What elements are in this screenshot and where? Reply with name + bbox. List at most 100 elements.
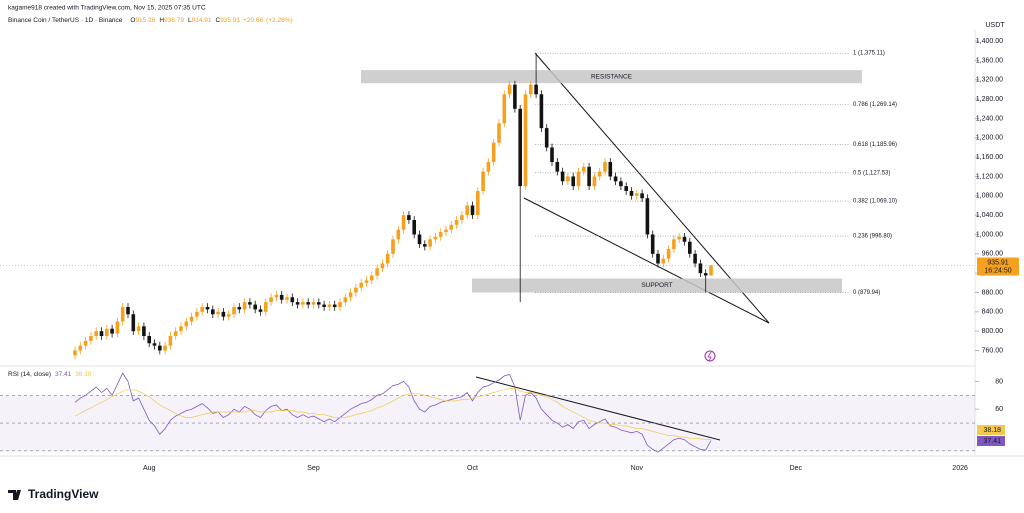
candle-body (120, 306, 125, 322)
zone-label: RESISTANCE (591, 73, 633, 80)
candle-body (550, 147, 554, 162)
y-tick-label: 1,240.00 (976, 115, 1003, 122)
candle-body (94, 331, 98, 336)
fib-label: 0.236 (996.80) (853, 234, 892, 240)
legend: Binance Coin / TetherUS · 1D · Binance O9… (8, 17, 293, 24)
ohlc-value: 936.79 (164, 17, 184, 24)
candle-body (306, 302, 310, 305)
zone (361, 70, 862, 84)
rsi-legend: RSI (14, close) 37.41 38.18 (8, 371, 92, 378)
candle-body (232, 306, 236, 315)
rsi-tag (977, 425, 1005, 435)
fib-label: 0.786 (1,269.14) (853, 102, 897, 108)
candle-body (529, 84, 533, 95)
candle-body (534, 84, 538, 95)
candle-body (274, 294, 279, 298)
candle-body (476, 190, 480, 216)
candle-body (147, 335, 151, 344)
candle-body (523, 94, 528, 187)
candle-body (110, 328, 114, 334)
candle-body (163, 345, 167, 351)
candle-body (645, 198, 650, 235)
candle-body (136, 326, 141, 332)
x-tick-label: Sep (307, 465, 320, 472)
y-tick-label: 1,400.00 (976, 38, 1003, 45)
candle-body (343, 297, 348, 303)
rsi-y-tick-label: 60 (995, 406, 1003, 413)
candle-body (592, 176, 597, 187)
candle-body (640, 193, 644, 199)
y-tick-label: 880.00 (982, 289, 1004, 296)
candle-body (99, 331, 104, 336)
candle-body (624, 186, 628, 191)
rsi-title: RSI (14, close) (8, 371, 51, 378)
candle-body (78, 345, 83, 351)
candle-body (497, 123, 501, 143)
y-tick-label: 1,320.00 (976, 77, 1003, 84)
candle-body (677, 236, 681, 240)
rsi-legend-value: 37.41 (55, 371, 72, 378)
logo: TradingView (8, 487, 99, 501)
y-tick-label: 1,200.00 (976, 135, 1003, 142)
rsi-tag-value: 37.41 (983, 438, 1001, 445)
y-tick-label: 760.00 (982, 347, 1004, 354)
candle-body (195, 311, 199, 317)
y-tick-label: 1,360.00 (976, 57, 1003, 64)
candle-body (608, 161, 613, 177)
candle-body (332, 304, 337, 307)
legend-title: Binance Coin / TetherUS · 1D · Binance (8, 17, 123, 24)
y-tick-label: 800.00 (982, 328, 1004, 335)
candle-body (407, 215, 411, 220)
rsi-tag (977, 436, 1005, 446)
candle-body (253, 304, 257, 310)
candle-body (507, 84, 512, 95)
y-tick-label: 1,280.00 (976, 96, 1003, 103)
candle-body (555, 161, 560, 172)
rsi-y-tick-label: 80 (995, 378, 1003, 385)
candle-body (460, 215, 464, 220)
candle-body (285, 297, 289, 300)
fib-label: 0.618 (1,185.96) (853, 142, 897, 148)
candle-body (168, 335, 173, 346)
rsi-line (74, 372, 712, 453)
fib-label: 0.5 (1,127.53) (853, 170, 890, 176)
candle-body (629, 190, 634, 196)
candle-body (438, 232, 443, 237)
candle-body (391, 239, 395, 254)
candle-body (189, 316, 194, 322)
candle-body (290, 297, 295, 303)
candle-body (566, 176, 570, 182)
candle-body (83, 340, 88, 346)
candle-body (295, 302, 300, 305)
candle-body (173, 331, 178, 336)
candle-body (571, 176, 575, 187)
candle-body (301, 302, 305, 305)
candle-body (237, 306, 242, 310)
candle-body (703, 273, 708, 276)
candle-body (226, 314, 231, 317)
candle-body (613, 176, 618, 182)
x-tick-label: Aug (143, 465, 156, 472)
change: +20.66 (243, 17, 263, 24)
candle-body (502, 94, 507, 124)
candle-body (619, 181, 623, 187)
ohlc-value: 915.26 (135, 17, 155, 24)
candle-body (698, 263, 703, 274)
candle-body (560, 171, 565, 182)
candle-body (544, 128, 549, 148)
candle-body (73, 350, 77, 356)
ohlc-prefix: L (188, 17, 192, 24)
x-tick-label: Oct (467, 465, 478, 472)
candle-body (597, 171, 602, 177)
y-tick-label: 1,000.00 (976, 231, 1003, 238)
candle-body (364, 280, 369, 283)
candle-body (417, 234, 422, 245)
y-axis-label: USDT (985, 22, 1005, 29)
candle-body (269, 297, 273, 303)
y-tick-label: 1,160.00 (976, 154, 1003, 161)
ohlc-prefix: H (159, 17, 164, 24)
candle-body (221, 311, 226, 317)
candle-body (264, 302, 268, 312)
candle-body (380, 263, 385, 269)
candle-body (370, 275, 374, 281)
